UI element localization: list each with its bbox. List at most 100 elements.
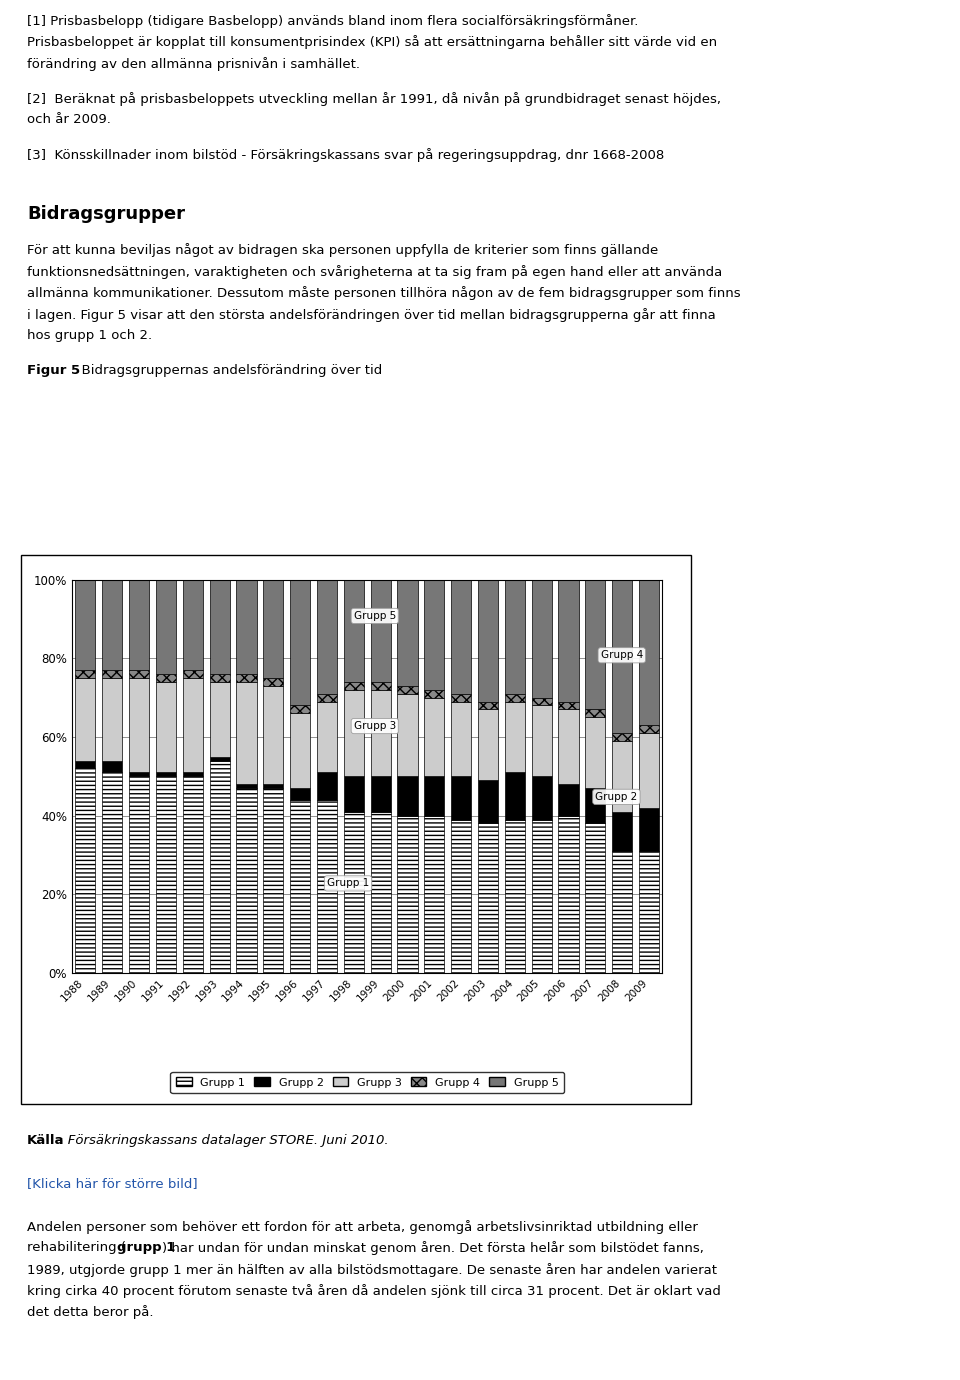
Bar (156, 580, 176, 673)
Bar (371, 690, 391, 776)
Bar (129, 580, 149, 671)
Bar (263, 686, 283, 784)
Bar (559, 701, 579, 709)
Bar (424, 690, 444, 698)
Bar (397, 694, 418, 776)
Bar (102, 671, 122, 678)
Bar (102, 678, 122, 760)
Bar (182, 773, 203, 776)
Text: Grupp 3: Grupp 3 (354, 722, 396, 731)
Bar (532, 820, 552, 973)
Bar (290, 705, 310, 713)
Bar (209, 580, 229, 673)
Bar (397, 776, 418, 816)
Text: Figur 5: Figur 5 (27, 364, 80, 377)
Bar (639, 807, 660, 851)
Text: grupp 1: grupp 1 (117, 1242, 176, 1254)
Text: funktionsnedsättningen, varaktigheten och svårigheterna at ta sig fram på egen h: funktionsnedsättningen, varaktigheten oc… (27, 265, 722, 279)
Bar (532, 776, 552, 820)
Bar (371, 776, 391, 811)
Bar (478, 824, 498, 973)
Bar (505, 580, 525, 694)
Bar (290, 580, 310, 705)
Bar (344, 811, 364, 973)
Bar (290, 800, 310, 973)
Bar (397, 816, 418, 973)
Text: Grupp 1: Grupp 1 (327, 879, 370, 889)
Bar (478, 701, 498, 709)
Bar (612, 851, 633, 973)
Text: Andelen personer som behöver ett fordon för att arbeta, genomgå arbetslivsinrikt: Andelen personer som behöver ett fordon … (27, 1220, 698, 1234)
Bar (505, 773, 525, 820)
Text: Grupp 2: Grupp 2 (595, 792, 637, 802)
Bar (263, 580, 283, 678)
Bar (209, 760, 229, 973)
Bar (182, 580, 203, 671)
Bar (424, 580, 444, 690)
Bar (559, 816, 579, 973)
Bar (505, 694, 525, 701)
Bar (478, 580, 498, 701)
Bar (559, 709, 579, 784)
Bar (263, 788, 283, 973)
Bar (156, 673, 176, 682)
Bar (505, 820, 525, 973)
Bar (102, 580, 122, 671)
Bar (75, 678, 95, 760)
Bar (424, 776, 444, 816)
Text: Prisbasbeloppet är kopplat till konsumentprisindex (KPI) så att ersättningarna b: Prisbasbeloppet är kopplat till konsumen… (27, 36, 717, 50)
Bar (75, 760, 95, 769)
Bar (317, 701, 337, 773)
Bar (129, 678, 149, 773)
Bar (371, 811, 391, 973)
Bar (639, 724, 660, 733)
Bar (182, 678, 203, 773)
Bar (371, 580, 391, 682)
Bar (612, 741, 633, 811)
Bar (182, 671, 203, 678)
Bar (451, 701, 471, 776)
Bar (586, 718, 606, 788)
Bar (478, 709, 498, 780)
Bar (478, 780, 498, 824)
Text: allmänna kommunikationer. Dessutom måste personen tillhöra någon av de fem bidra: allmänna kommunikationer. Dessutom måste… (27, 286, 740, 301)
Bar (532, 705, 552, 776)
Bar (75, 671, 95, 678)
Text: ) har undan för undan minskat genom åren. Det första helår som bilstödet fanns,: ) har undan för undan minskat genom åren… (162, 1242, 704, 1256)
Text: [3]  Könsskillnader inom bilstöd - Försäkringskassans svar på regeringsuppdrag, : [3] Könsskillnader inom bilstöd - Försäk… (27, 148, 664, 163)
Bar (586, 580, 606, 709)
Bar (424, 816, 444, 973)
Text: [1] Prisbasbelopp (tidigare Basbelopp) används bland inom flera socialförsäkring: [1] Prisbasbelopp (tidigare Basbelopp) a… (27, 14, 638, 28)
Bar (102, 773, 122, 973)
Bar (612, 580, 633, 733)
Bar (236, 784, 256, 788)
Bar (317, 800, 337, 973)
Bar (371, 682, 391, 690)
Bar (451, 820, 471, 973)
Bar (156, 682, 176, 773)
Legend: Grupp 1, Grupp 2, Grupp 3, Grupp 4, Grupp 5: Grupp 1, Grupp 2, Grupp 3, Grupp 4, Grup… (171, 1072, 564, 1093)
Text: rehabilitering (: rehabilitering ( (27, 1242, 126, 1254)
Text: kring cirka 40 procent förutom senaste två åren då andelen sjönk till circa 31 p: kring cirka 40 procent förutom senaste t… (27, 1283, 721, 1299)
Bar (236, 788, 256, 973)
Text: hos grupp 1 och 2.: hos grupp 1 och 2. (27, 328, 152, 342)
Bar (129, 773, 149, 776)
Bar (209, 756, 229, 760)
Bar (397, 580, 418, 686)
Bar (344, 776, 364, 811)
Text: Grupp 4: Grupp 4 (601, 650, 643, 660)
Bar (451, 580, 471, 694)
Bar (451, 776, 471, 820)
Bar (75, 769, 95, 973)
Bar (236, 673, 256, 682)
Text: [2]  Beräknat på prisbasbeloppets utveckling mellan år 1991, då nivån på grundbi: [2] Beräknat på prisbasbeloppets utveckl… (27, 91, 721, 106)
Text: förändring av den allmänna prisnivån i samhället.: förändring av den allmänna prisnivån i s… (27, 57, 360, 70)
Bar (209, 682, 229, 756)
Bar (317, 694, 337, 701)
Bar (532, 698, 552, 705)
Text: [Klicka här för större bild]: [Klicka här för större bild] (27, 1177, 198, 1190)
Bar (639, 733, 660, 807)
Bar (586, 788, 606, 824)
Bar (344, 690, 364, 776)
Bar (236, 682, 256, 784)
